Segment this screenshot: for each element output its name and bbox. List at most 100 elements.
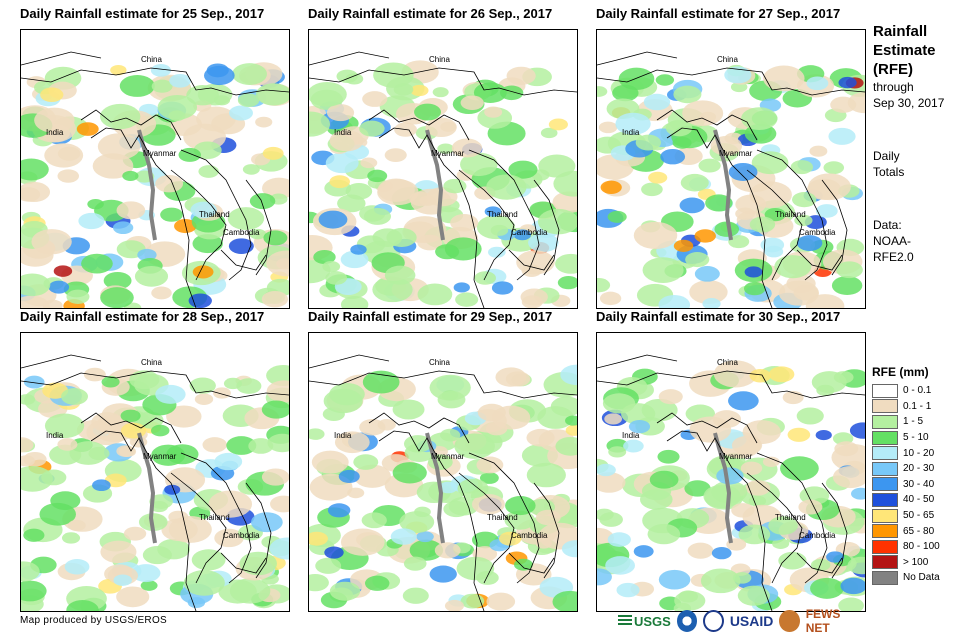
no-data-strip — [713, 432, 733, 544]
country-border — [180, 149, 252, 281]
rain-cell — [99, 103, 141, 130]
rainfall-map: China India Myanmar Thailand Cambodia — [596, 29, 866, 309]
country-border — [21, 354, 102, 369]
rain-cell — [658, 569, 691, 590]
rain-cell — [552, 590, 577, 611]
country-border — [180, 452, 252, 584]
rain-cell — [437, 143, 455, 154]
usaid-logo: USAID — [729, 613, 774, 629]
rain-cell — [796, 407, 824, 425]
rain-cell — [751, 151, 789, 175]
rain-cell — [555, 436, 577, 456]
rain-cell — [658, 389, 683, 405]
rain-cell — [552, 191, 577, 213]
panel-title: Daily Rainfall estimate for 27 Sep., 201… — [596, 6, 841, 21]
rain-cell — [57, 438, 78, 451]
rain-cell — [774, 255, 812, 279]
rain-cell — [155, 384, 186, 404]
legend-label: 50 - 65 — [903, 510, 935, 522]
rain-cell — [680, 173, 709, 192]
country-border — [796, 552, 843, 574]
rain-cell — [377, 419, 396, 431]
rain-cell — [377, 179, 419, 206]
rain-cell — [628, 419, 651, 434]
rain-cell — [409, 539, 444, 561]
rainfall-panel-3: Daily Rainfall estimate for 27 Sep., 201… — [594, 6, 866, 309]
rain-cell — [39, 502, 76, 526]
rain-cell — [196, 106, 236, 132]
rain-cell — [267, 433, 289, 453]
rain-cell — [399, 511, 435, 533]
rainfall-map: China India Myanmar Thailand Cambodia — [20, 29, 290, 309]
rain-cell — [849, 422, 865, 439]
rain-cell — [214, 528, 244, 548]
country-label-myanmar: Myanmar — [143, 452, 177, 461]
country-label-china: China — [717, 358, 738, 367]
rain-cell — [336, 69, 358, 83]
rain-cell — [444, 599, 465, 611]
rain-cell — [92, 153, 134, 179]
rain-cell — [324, 546, 344, 559]
rain-cell — [597, 86, 608, 97]
rain-cell — [329, 175, 350, 189]
rain-cell — [728, 235, 750, 249]
rain-cell — [826, 551, 845, 563]
rainfall-panel-1: Daily Rainfall estimate for 25 Sep., 201… — [18, 6, 290, 309]
legend-swatch — [872, 477, 898, 492]
rain-cell — [384, 265, 416, 285]
rain-cell — [250, 512, 283, 533]
rain-cell — [454, 433, 495, 459]
logo-strip: USGS USAID FEWS NET — [618, 606, 863, 636]
rain-cell — [440, 428, 461, 442]
rain-cell — [270, 495, 289, 513]
rain-cell — [648, 171, 668, 184]
rain-cell — [792, 192, 817, 208]
legend-item: 40 - 50 — [872, 492, 966, 508]
rain-cell — [728, 163, 758, 181]
country-border — [656, 412, 758, 444]
country-border — [245, 179, 272, 276]
rain-cell — [203, 65, 235, 86]
rain-cell — [390, 528, 417, 545]
rain-cell — [538, 154, 576, 178]
country-border — [21, 51, 102, 66]
rain-cell — [748, 495, 767, 507]
legend-item: 0 - 0.1 — [872, 383, 966, 399]
rain-cell — [44, 413, 85, 439]
legend-label: 40 - 50 — [903, 494, 935, 506]
rain-cell — [345, 183, 373, 200]
rain-cell — [492, 405, 531, 430]
rain-cell — [698, 158, 721, 173]
rain-cell — [649, 470, 679, 489]
country-label-thailand: Thailand — [775, 210, 806, 219]
rain-cell — [262, 146, 284, 160]
rain-cell — [732, 572, 752, 584]
side-date: Sep 30, 2017 — [873, 96, 945, 110]
rain-cell — [514, 558, 533, 571]
rain-cell — [764, 245, 784, 258]
rain-cell — [600, 180, 622, 194]
rain-cell — [728, 391, 759, 411]
rain-cell — [353, 454, 379, 470]
rain-cell — [716, 467, 744, 485]
rain-cell — [455, 292, 479, 307]
rain-cell — [810, 577, 844, 599]
rainfall-map: China India Myanmar Thailand Cambodia — [308, 29, 578, 309]
rain-cell — [744, 266, 763, 278]
rain-cell — [684, 480, 711, 497]
rain-cell — [499, 85, 524, 101]
map-credit: Map produced by USGS/EROS — [20, 615, 168, 626]
rain-cell — [486, 592, 516, 611]
rain-cell — [560, 364, 577, 386]
rain-cell — [597, 463, 616, 477]
rain-cell — [212, 387, 231, 399]
panel-title: Daily Rainfall estimate for 30 Sep., 201… — [596, 309, 841, 324]
legend-label: > 100 — [903, 556, 929, 568]
country-border — [458, 472, 515, 584]
rain-cell — [151, 424, 170, 437]
rain-cell — [712, 410, 742, 428]
rain-cell — [189, 377, 216, 394]
country-border — [90, 430, 197, 611]
rain-cell — [513, 229, 532, 241]
rain-cell — [457, 478, 489, 499]
